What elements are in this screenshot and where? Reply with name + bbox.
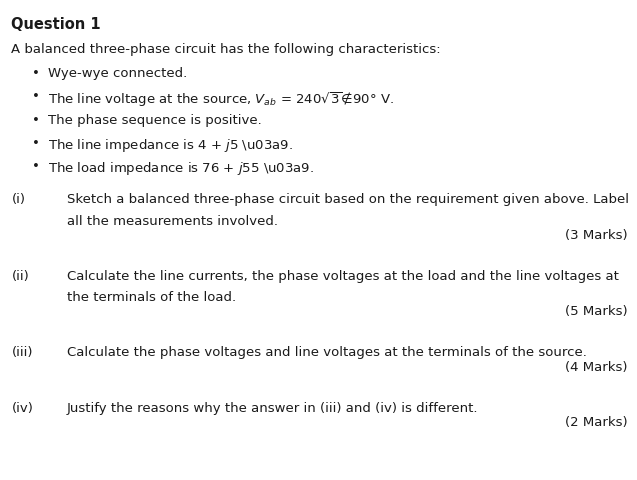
Text: Question 1: Question 1 — [11, 17, 101, 32]
Text: Wye-wye connected.: Wye-wye connected. — [48, 67, 187, 80]
Text: (2 Marks): (2 Marks) — [565, 415, 627, 428]
Text: •: • — [32, 159, 39, 172]
Text: The line impedance is 4 + $j$5 \u03a9.: The line impedance is 4 + $j$5 \u03a9. — [48, 136, 292, 153]
Text: (5 Marks): (5 Marks) — [565, 305, 627, 318]
Text: (iii): (iii) — [11, 346, 33, 359]
Text: •: • — [32, 90, 39, 103]
Text: The phase sequence is positive.: The phase sequence is positive. — [48, 113, 262, 126]
Text: the terminals of the load.: the terminals of the load. — [67, 290, 236, 303]
Text: (ii): (ii) — [11, 269, 29, 282]
Text: (4 Marks): (4 Marks) — [565, 360, 627, 373]
Text: •: • — [32, 113, 39, 126]
Text: A balanced three-phase circuit has the following characteristics:: A balanced three-phase circuit has the f… — [11, 43, 441, 56]
Text: (iv): (iv) — [11, 401, 33, 414]
Text: The line voltage at the source, $V_{ab}$ = 240$\sqrt{3}$∉90° V.: The line voltage at the source, $V_{ab}$… — [48, 90, 394, 109]
Text: The load impedance is 76 + $j$55 \u03a9.: The load impedance is 76 + $j$55 \u03a9. — [48, 159, 314, 176]
Text: Calculate the phase voltages and line voltages at the terminals of the source.: Calculate the phase voltages and line vo… — [67, 346, 587, 359]
Text: Justify the reasons why the answer in (iii) and (iv) is different.: Justify the reasons why the answer in (i… — [67, 401, 478, 414]
Text: (i): (i) — [11, 193, 25, 206]
Text: (3 Marks): (3 Marks) — [565, 228, 627, 241]
Text: •: • — [32, 136, 39, 149]
Text: Sketch a balanced three-phase circuit based on the requirement given above. Labe: Sketch a balanced three-phase circuit ba… — [67, 193, 629, 206]
Text: •: • — [32, 67, 39, 80]
Text: Calculate the line currents, the phase voltages at the load and the line voltage: Calculate the line currents, the phase v… — [67, 269, 619, 282]
Text: all the measurements involved.: all the measurements involved. — [67, 214, 278, 227]
